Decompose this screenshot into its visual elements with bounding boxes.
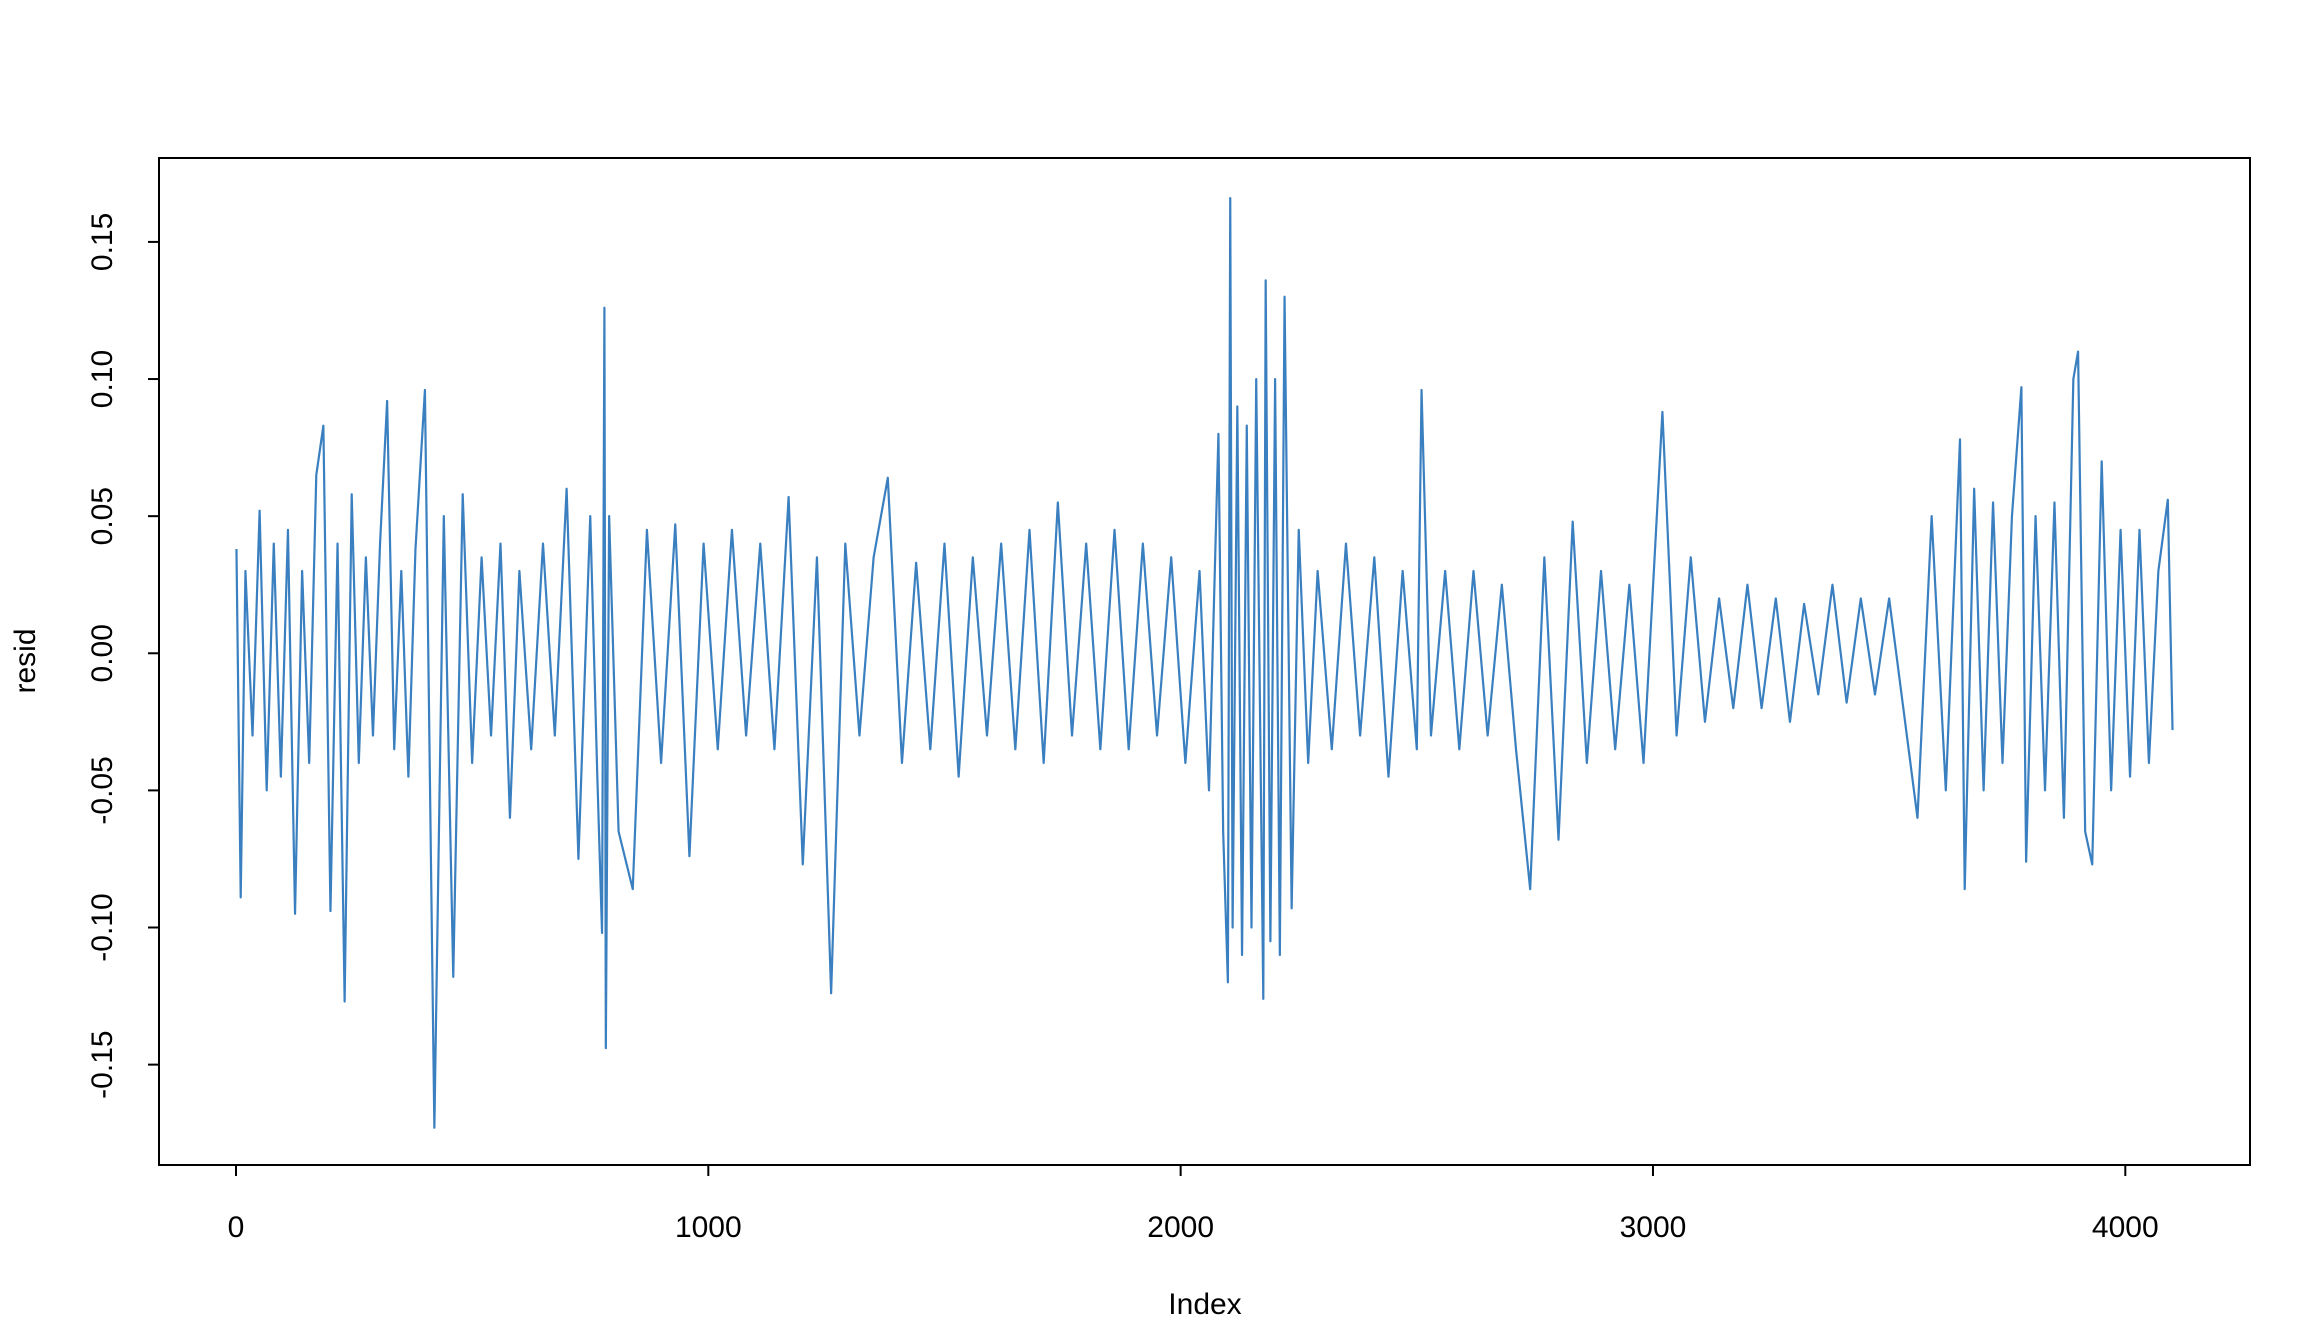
x-tick-label: 1000 — [675, 1211, 742, 1244]
x-tick-label: 3000 — [1620, 1211, 1687, 1244]
y-tick-label: 0.05 — [86, 487, 119, 545]
y-tick-label: -0.15 — [86, 1030, 119, 1098]
y-axis-label: resid — [9, 628, 42, 693]
x-tick-label: 4000 — [2092, 1211, 2159, 1244]
y-tick-label: -0.10 — [86, 893, 119, 961]
y-tick-label: -0.05 — [86, 756, 119, 824]
y-tick-label: 0.00 — [86, 624, 119, 682]
y-tick-label: 0.15 — [86, 213, 119, 271]
x-axis-label: Index — [1168, 1288, 1241, 1321]
y-tick-label: 0.10 — [86, 350, 119, 408]
x-tick-label: 0 — [228, 1211, 245, 1244]
x-tick-label: 2000 — [1147, 1211, 1214, 1244]
data-line — [235, 196, 2174, 1129]
